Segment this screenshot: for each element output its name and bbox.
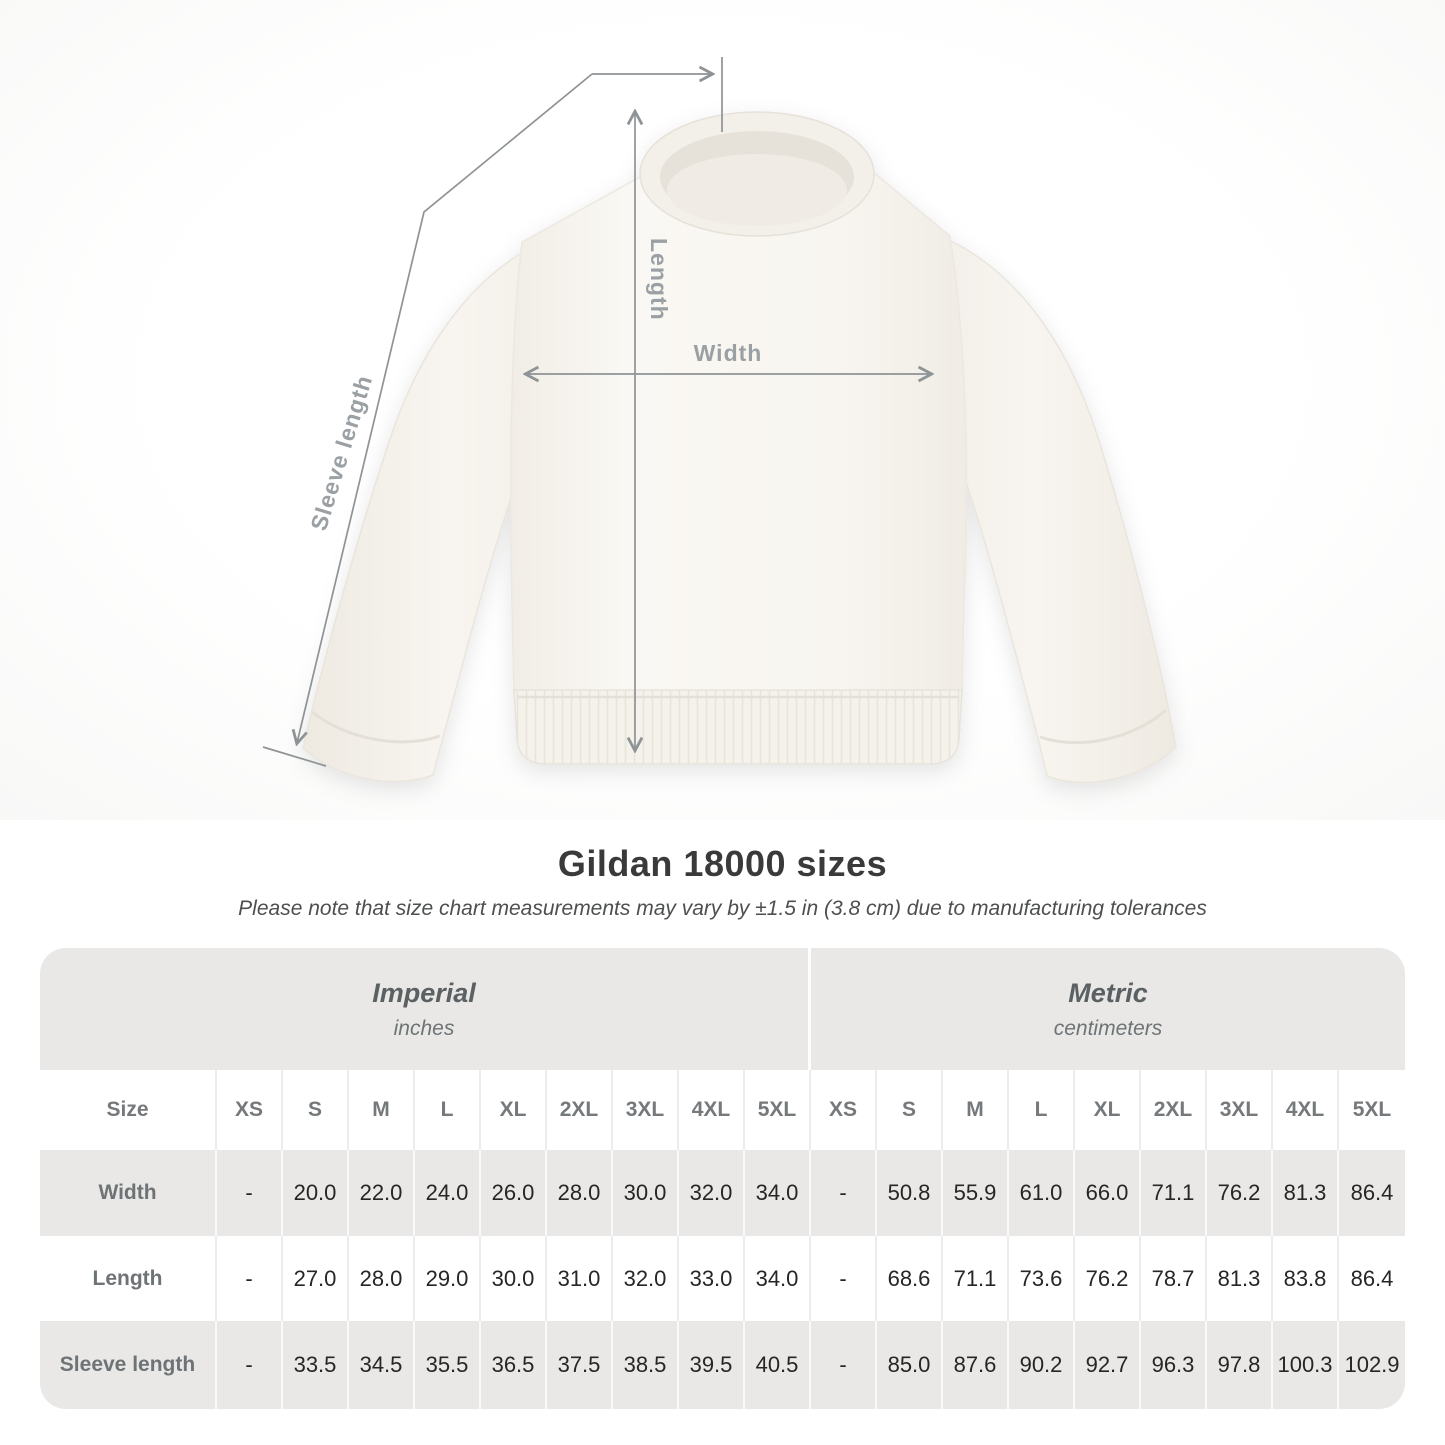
measurement-value-metric: - [811,1236,877,1321]
measurement-value-metric: 81.3 [1207,1236,1273,1321]
size-col-metric-5xl: 5XL [1339,1070,1405,1150]
size-col-imperial-l: L [415,1070,481,1150]
measurement-value-metric: 86.4 [1339,1236,1405,1321]
measurement-value-metric: 102.9 [1339,1321,1405,1409]
unit-group-unit: centimeters [1053,1016,1163,1040]
measurement-value-metric: - [811,1150,877,1236]
sweatshirt-right-sleeve [937,236,1177,784]
measurement-value-imperial: 33.0 [679,1236,745,1321]
measurement-value-imperial: 29.0 [415,1236,481,1321]
sweatshirt-body [509,170,968,695]
measurement-value-imperial: 38.5 [613,1321,679,1409]
measurement-value-metric: 66.0 [1075,1150,1141,1236]
length-label: Length [646,238,672,321]
sweatshirt-figure: Length Width Sleeve length [262,57,1177,784]
sweatshirt-waistband [513,689,963,765]
page-title: Gildan 18000 sizes [557,843,888,884]
unit-group-imperial: Imperial inches [40,948,811,1070]
measurement-value-metric: 100.3 [1273,1321,1339,1409]
measurement-value-imperial: 30.0 [481,1236,547,1321]
size-col-imperial-2xl: 2XL [547,1070,613,1150]
measurement-value-metric: 55.9 [943,1150,1009,1236]
measurement-value-imperial: - [217,1321,283,1409]
unit-group-name: Metric [1068,977,1148,1008]
measurement-value-imperial: 27.0 [283,1236,349,1321]
unit-group-unit: inches [393,1016,455,1040]
measurement-value-imperial: 28.0 [349,1236,415,1321]
size-col-metric-3xl: 3XL [1207,1070,1273,1150]
size-col-imperial-4xl: 4XL [679,1070,745,1150]
measurement-value-metric: 90.2 [1009,1321,1075,1409]
size-table: Imperial inches Metric centimeters Size XS S M L… [40,948,1405,1409]
left-cuff-seam [311,710,441,744]
size-col-imperial-5xl: 5XL [745,1070,811,1150]
measurement-value-metric: 78.7 [1141,1236,1207,1321]
measurement-value-imperial: 34.0 [745,1236,811,1321]
measurement-value-metric: 85.0 [877,1321,943,1409]
measurement-value-metric: 86.4 [1339,1150,1405,1236]
size-header: Size [40,1070,217,1150]
right-cuff-seam [1039,708,1167,744]
measurement-value-metric: 50.8 [877,1150,943,1236]
measurement-value-imperial: 30.0 [613,1150,679,1236]
measurement-value-imperial: 32.0 [679,1150,745,1236]
size-col-metric-xl: XL [1075,1070,1141,1150]
measurement-value-metric: 73.6 [1009,1236,1075,1321]
measurement-value-metric: 87.6 [943,1321,1009,1409]
measurement-value-metric: 76.2 [1075,1236,1141,1321]
measurement-value-imperial: 20.0 [283,1150,349,1236]
measurement-value-imperial: 33.5 [283,1321,349,1409]
unit-group-name: Imperial [372,977,476,1008]
measurement-diagram: Length Width Sleeve length [0,0,1445,820]
measurement-value-metric: - [811,1321,877,1409]
measurement-value-imperial: 28.0 [547,1150,613,1236]
measurement-value-imperial: 34.0 [745,1150,811,1236]
size-col-imperial-m: M [349,1070,415,1150]
measurement-value-metric: 92.7 [1075,1321,1141,1409]
measurement-value-metric: 71.1 [1141,1150,1207,1236]
measurement-value-imperial: 26.0 [481,1150,547,1236]
sleeve-length-arrow [297,73,593,743]
size-col-metric-m: M [943,1070,1009,1150]
collar-inner-front [667,154,847,226]
measurement-value-imperial: 34.5 [349,1321,415,1409]
measurement-value-imperial: 36.5 [481,1321,547,1409]
size-col-imperial-3xl: 3XL [613,1070,679,1150]
measurement-value-metric: 68.6 [877,1236,943,1321]
measurement-value-imperial: 24.0 [415,1150,481,1236]
unit-group-metric: Metric centimeters [811,948,1405,1070]
size-col-imperial-xs: XS [217,1070,283,1150]
measurement-value-imperial: 37.5 [547,1321,613,1409]
row-label: Width [40,1150,217,1236]
measurement-value-metric: 76.2 [1207,1150,1273,1236]
measurement-value-imperial: 32.0 [613,1236,679,1321]
measurement-value-imperial: - [217,1236,283,1321]
size-col-metric-4xl: 4XL [1273,1070,1339,1150]
measurement-value-imperial: 31.0 [547,1236,613,1321]
size-col-metric-xs: XS [811,1070,877,1150]
measurement-value-metric: 81.3 [1273,1150,1339,1236]
measurement-value-imperial: 35.5 [415,1321,481,1409]
width-label: Width [694,340,763,366]
measurement-value-metric: 71.1 [943,1236,1009,1321]
size-col-imperial-xl: XL [481,1070,547,1150]
row-label: Sleeve length [40,1321,217,1409]
sleeve-end-tick [262,746,327,767]
size-col-metric-s: S [877,1070,943,1150]
measurement-value-metric: 97.8 [1207,1321,1273,1409]
row-label: Length [40,1236,217,1321]
tolerance-note: Please note that size chart measurements… [238,897,1207,920]
measurement-value-imperial: 39.5 [679,1321,745,1409]
size-col-metric-l: L [1009,1070,1075,1150]
size-col-metric-2xl: 2XL [1141,1070,1207,1150]
measurement-value-metric: 61.0 [1009,1150,1075,1236]
measurement-value-metric: 96.3 [1141,1321,1207,1409]
measurement-value-imperial: - [217,1150,283,1236]
measurement-value-metric: 83.8 [1273,1236,1339,1321]
measurement-value-imperial: 40.5 [745,1321,811,1409]
measurement-value-imperial: 22.0 [349,1150,415,1236]
size-col-imperial-s: S [283,1070,349,1150]
